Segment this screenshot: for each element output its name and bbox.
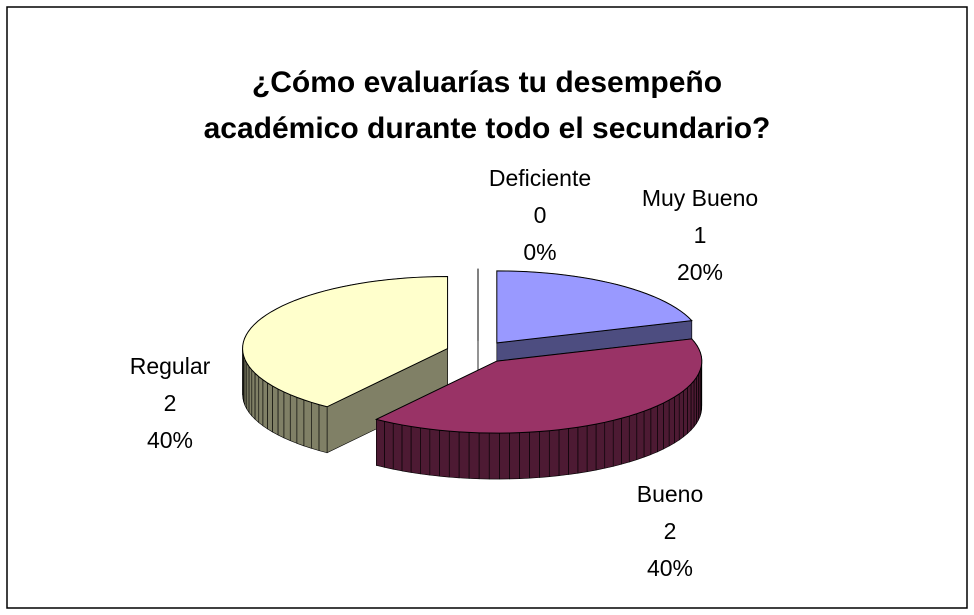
slice-side [674, 393, 680, 444]
slice-side [318, 404, 328, 454]
data-label-value: 2 [164, 390, 177, 416]
data-label-name: Deficiente [489, 165, 591, 191]
data-label-value: 1 [694, 222, 707, 248]
slice-side [429, 428, 440, 477]
slice-side [384, 420, 394, 470]
chart-title: académico durante todo el secundario? [204, 112, 771, 145]
slice-side [488, 432, 500, 480]
slice-top [496, 270, 693, 344]
slice-side [272, 385, 279, 436]
slice-side [657, 402, 664, 453]
slice-side [678, 390, 684, 441]
slice-side [612, 417, 622, 467]
slice-side [311, 401, 320, 452]
slice-side [448, 430, 460, 479]
slice-side [548, 429, 560, 478]
slice-side [568, 426, 579, 475]
slice-side [683, 386, 688, 438]
slice-side [643, 408, 652, 458]
slice-side [509, 432, 520, 480]
slice-side [636, 410, 645, 461]
slice-side [468, 432, 480, 480]
data-label-name: Regular [130, 353, 211, 379]
slice-top [374, 338, 703, 434]
slice-side [376, 418, 385, 468]
slice-top [242, 276, 449, 408]
slice-side [586, 423, 597, 473]
slice-side [401, 424, 412, 473]
slice-side [296, 396, 305, 447]
slice-side [283, 391, 291, 442]
slice-side [410, 426, 421, 475]
data-label-percent: 20% [677, 259, 723, 285]
slice-side [529, 431, 540, 479]
slice-side [558, 428, 569, 477]
chart-title: ¿Cómo evaluarías tu desempeño [252, 66, 722, 99]
slice-side [693, 376, 697, 428]
slice-side [262, 379, 268, 430]
chart-border [6, 6, 968, 609]
data-label-name: Bueno [637, 481, 704, 507]
slice-side [478, 432, 490, 480]
slice-side [663, 399, 670, 450]
data-label-percent: 0% [523, 239, 556, 265]
slice-side [621, 415, 630, 465]
slice-side [251, 369, 256, 421]
slice-side [258, 375, 264, 427]
slice-side [458, 431, 470, 479]
slice-side [539, 430, 550, 478]
slice-side [650, 405, 658, 456]
slice-side [254, 372, 260, 424]
slice-side [668, 396, 675, 447]
slice-side [519, 431, 530, 479]
slice-side [303, 399, 312, 449]
slice-side [248, 365, 253, 417]
slice-side [289, 394, 298, 444]
data-label-percent: 40% [647, 555, 693, 581]
data-label-value: 2 [664, 518, 677, 544]
slice-side [696, 372, 699, 425]
slice-side [277, 388, 285, 439]
slice-side [267, 382, 273, 433]
slice-side [687, 383, 692, 435]
slice-side [690, 380, 695, 431]
data-label-value: 0 [534, 202, 547, 228]
data-label-name: Muy Bueno [642, 185, 758, 211]
data-label-percent: 40% [147, 427, 193, 453]
slice-side [246, 362, 250, 414]
slice-side [439, 429, 450, 478]
slice-side [595, 421, 606, 471]
slice-side [604, 419, 614, 469]
slice-side [392, 422, 403, 472]
slice-side [577, 425, 588, 474]
slice-side [628, 413, 638, 463]
slice-side [499, 432, 510, 480]
slice-side [420, 427, 431, 476]
